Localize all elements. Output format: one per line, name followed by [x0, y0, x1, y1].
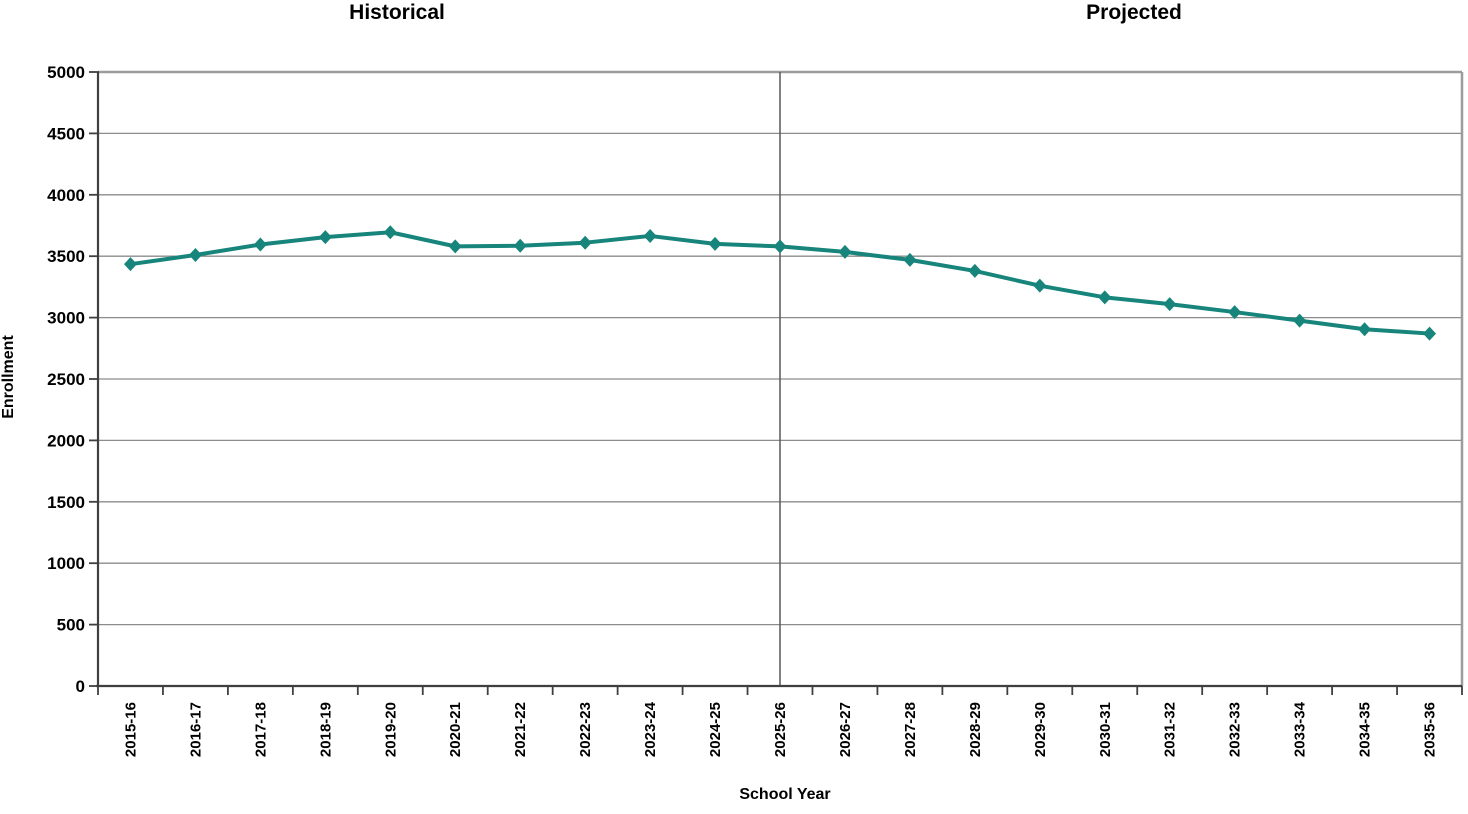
x-tick-label: 2030-31 — [1097, 702, 1114, 757]
section-title-projected: Projected — [1086, 1, 1182, 24]
x-tick-label: 2023-24 — [642, 701, 659, 757]
x-tick-label: 2019-20 — [382, 702, 399, 757]
x-tick-label: 2035-36 — [1422, 702, 1439, 757]
data-point-marker — [708, 236, 722, 251]
x-tick-label: 2032-33 — [1227, 702, 1244, 757]
data-point-marker — [1358, 322, 1372, 337]
data-point-marker — [1228, 305, 1242, 320]
data-point-marker — [123, 257, 137, 272]
y-tick-label: 0 — [76, 677, 85, 696]
data-point-marker — [1423, 326, 1437, 341]
y-tick-label: 4000 — [47, 186, 85, 205]
data-point-marker — [838, 244, 852, 259]
x-tick-label: 2031-32 — [1162, 702, 1179, 757]
x-tick-label: 2016-17 — [187, 702, 204, 757]
data-point-marker — [903, 252, 917, 267]
x-tick-label: 2034-35 — [1357, 702, 1374, 757]
x-tick-label: 2033-34 — [1292, 701, 1309, 757]
y-tick-label: 5000 — [47, 63, 85, 82]
x-tick-label: 2028-29 — [967, 702, 984, 757]
data-point-marker — [1163, 297, 1177, 312]
x-tick-label: 2027-28 — [902, 702, 919, 757]
data-point-marker — [578, 235, 592, 250]
y-tick-label: 500 — [57, 616, 85, 635]
data-point-marker — [1098, 290, 1112, 305]
data-point-marker — [318, 230, 332, 245]
data-point-marker — [448, 239, 462, 254]
x-tick-label: 2026-27 — [837, 702, 854, 757]
x-tick-label: 2015-16 — [122, 702, 139, 757]
data-point-marker — [968, 263, 982, 278]
data-point-marker — [253, 237, 267, 252]
y-tick-label: 1000 — [47, 554, 85, 573]
y-tick-label: 3500 — [47, 247, 85, 266]
data-point-marker — [188, 247, 202, 262]
x-tick-label: 2021-22 — [512, 702, 529, 757]
x-tick-label: 2024-25 — [707, 702, 724, 757]
y-tick-label: 4500 — [47, 124, 85, 143]
x-tick-label: 2029-30 — [1032, 702, 1049, 757]
data-point-marker — [383, 225, 397, 240]
x-axis-title: School Year — [739, 786, 831, 803]
y-axis-title: Enrollment — [0, 335, 17, 419]
data-point-marker — [1293, 313, 1307, 328]
y-tick-label: 2000 — [47, 431, 85, 450]
y-tick-label: 2500 — [47, 370, 85, 389]
x-tick-label: 2018-19 — [317, 702, 334, 757]
data-point-marker — [1033, 278, 1047, 293]
data-point-marker — [513, 238, 527, 253]
x-tick-label: 2020-21 — [447, 702, 464, 757]
x-tick-label: 2025-26 — [772, 702, 789, 757]
x-tick-label: 2022-23 — [577, 702, 594, 757]
x-tick-label: 2017-18 — [252, 702, 269, 757]
y-tick-label: 1500 — [47, 493, 85, 512]
y-tick-label: 3000 — [47, 309, 85, 328]
data-point-marker — [643, 228, 657, 243]
data-point-marker — [773, 239, 787, 254]
section-title-historical: Historical — [349, 1, 445, 24]
